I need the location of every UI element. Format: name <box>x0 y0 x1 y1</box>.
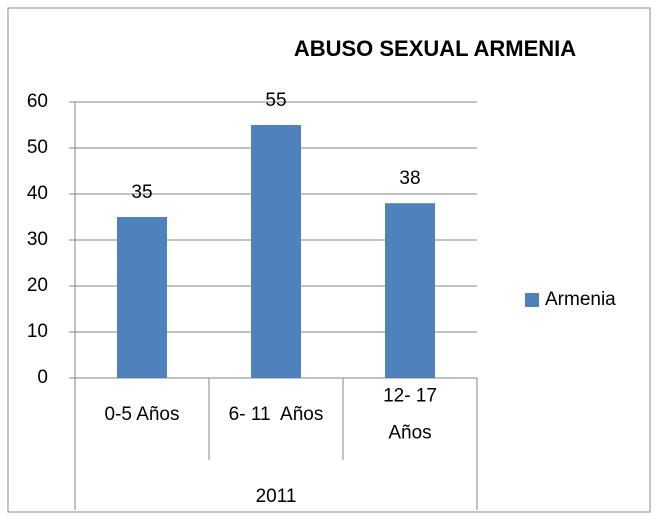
data-label: 38 <box>399 168 420 189</box>
legend-swatch <box>525 293 539 307</box>
bar <box>251 125 301 378</box>
x-tick-label: 0-5 Años <box>105 404 180 425</box>
bar <box>385 203 435 378</box>
bar <box>117 217 167 378</box>
y-tick-label: 20 <box>27 275 48 296</box>
y-tick-label: 0 <box>37 367 48 388</box>
legend-label: Armenia <box>545 289 616 310</box>
x-tick-label: Años <box>388 423 431 444</box>
y-tick-label: 30 <box>27 229 48 250</box>
group-label: 2011 <box>256 486 297 507</box>
y-tick-label: 10 <box>27 321 48 342</box>
chart-border <box>7 7 651 513</box>
data-label: 55 <box>265 90 286 111</box>
y-tick-label: 40 <box>27 183 48 204</box>
chart-title: ABUSO SEXUAL ARMENIA <box>294 36 576 61</box>
y-tick-label: 50 <box>27 137 48 158</box>
y-tick-label: 60 <box>27 91 48 112</box>
x-tick-label: 12- 17 <box>383 386 437 407</box>
x-tick-label: 6- 11 Años <box>229 404 324 425</box>
data-label: 35 <box>131 182 152 203</box>
